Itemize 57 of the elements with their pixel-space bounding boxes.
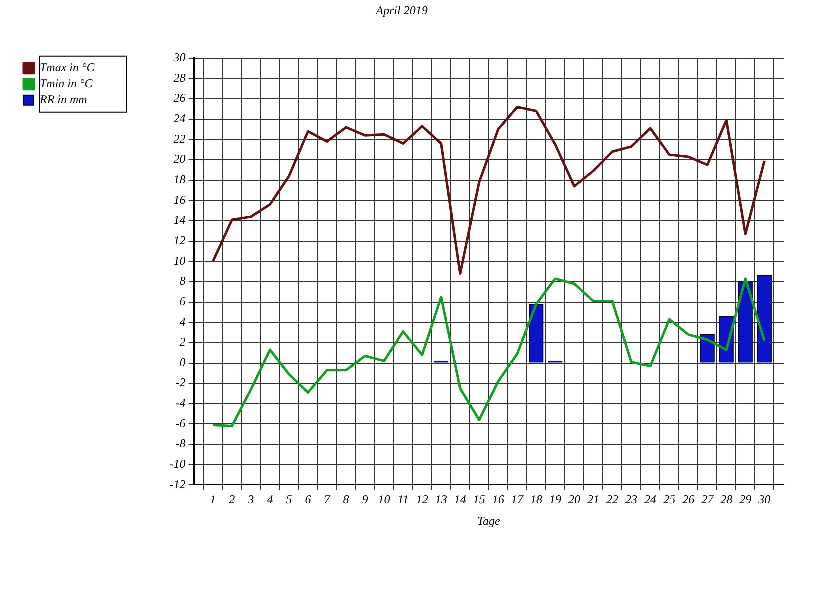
- legend-label: RR in mm: [39, 92, 88, 107]
- y-tick-label: -12: [170, 477, 186, 492]
- x-tick-label: 7: [324, 492, 332, 507]
- legend-label: Tmax in °C: [40, 60, 96, 75]
- y-tick-label: 18: [174, 172, 186, 186]
- x-tick-label: 23: [626, 492, 638, 507]
- y-tick-label: 12: [174, 233, 186, 248]
- legend-label: Tmin in °C: [40, 76, 94, 91]
- y-tick-label: -10: [170, 457, 186, 472]
- y-tick-label: 10: [174, 254, 186, 268]
- x-tick-label: 8: [343, 492, 350, 507]
- x-tick-label: 4: [267, 492, 274, 507]
- y-tick-label: 20: [174, 152, 186, 166]
- y-tick-label: 28: [174, 70, 186, 85]
- y-tick-label: -8: [176, 436, 186, 451]
- y-tick-label: 0: [180, 355, 186, 370]
- x-tick-label: 20: [568, 492, 580, 507]
- x-tick-label: 30: [758, 492, 771, 507]
- y-tick-label: -6: [176, 416, 186, 430]
- x-tick-label: 19: [549, 492, 562, 507]
- y-tick-label: 4: [180, 314, 186, 329]
- y-tick-label: -4: [176, 396, 186, 410]
- x-tick-label: 2: [229, 492, 236, 507]
- x-axis-title: Tage: [477, 514, 502, 528]
- x-tick-label: 18: [530, 492, 542, 507]
- x-tick-label: 11: [398, 492, 409, 507]
- x-tick-label: 24: [644, 492, 657, 507]
- x-tick-label: 21: [587, 492, 600, 507]
- x-tick-label: 28: [720, 492, 733, 507]
- x-tick-label: 10: [378, 492, 390, 507]
- chart-title: April 2019: [375, 3, 428, 18]
- y-tick-label: 16: [174, 192, 186, 207]
- x-tick-label: 6: [305, 492, 312, 507]
- y-tick-label: 6: [180, 294, 186, 308]
- y-tick-label: 22: [174, 132, 186, 146]
- x-tick-label: 5: [286, 492, 292, 507]
- y-tick-label: 26: [174, 91, 186, 106]
- x-tick-label: 13: [435, 492, 448, 507]
- y-tick-label: 30: [172, 50, 186, 65]
- x-tick-label: 15: [473, 492, 486, 507]
- x-tick-label: 3: [247, 492, 254, 507]
- y-tick-label: 14: [174, 213, 186, 228]
- x-tick-label: 22: [606, 492, 619, 507]
- x-tick-label: 1: [210, 492, 216, 507]
- y-tick-label: 24: [174, 112, 186, 126]
- x-tick-label: 29: [740, 492, 752, 507]
- x-tick-label: 25: [664, 492, 676, 507]
- y-tick-label: 8: [180, 274, 186, 288]
- y-tick-label: 2: [180, 335, 186, 350]
- x-tick-label: 9: [362, 492, 368, 507]
- y-tick-label: -2: [176, 376, 186, 390]
- x-tick-label: 12: [416, 492, 428, 507]
- x-tick-label: 27: [702, 492, 715, 507]
- x-tick-label: 17: [511, 492, 524, 507]
- x-tick-label: 26: [682, 492, 695, 507]
- x-tick-label: 16: [492, 492, 504, 507]
- x-tick-label: 14: [454, 492, 466, 507]
